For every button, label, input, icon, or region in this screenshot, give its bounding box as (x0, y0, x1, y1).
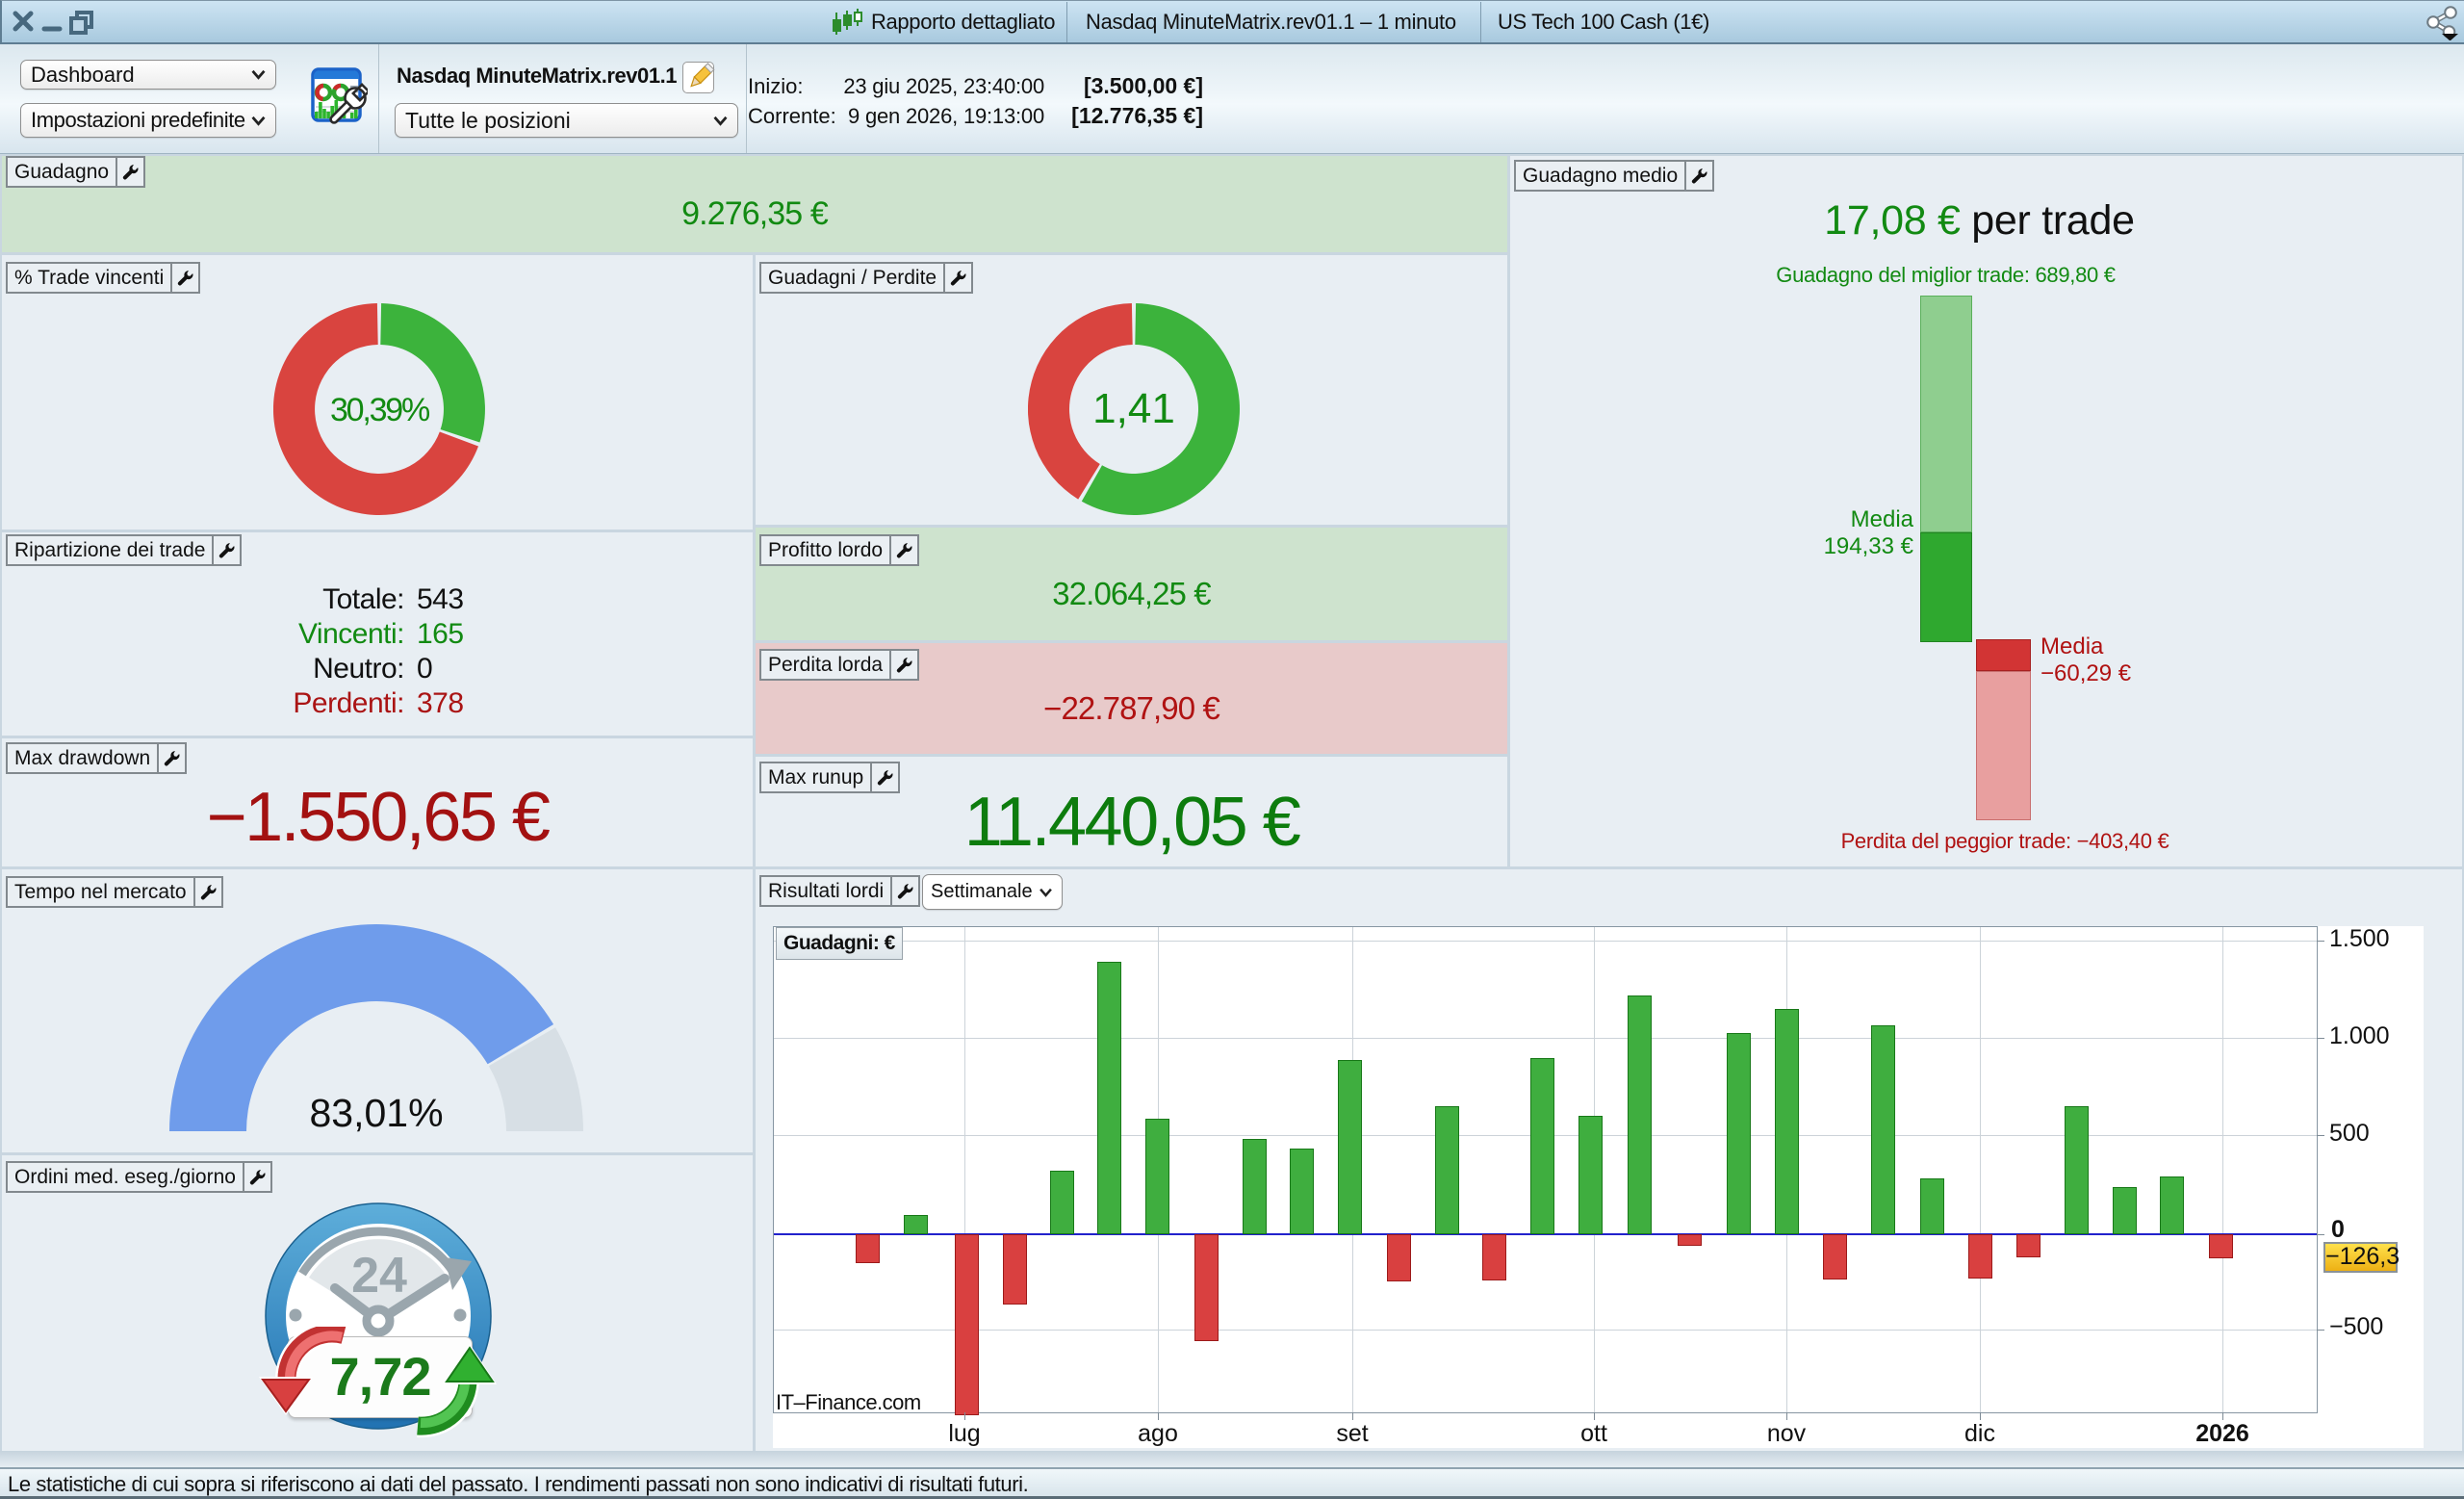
svg-text:24: 24 (351, 1248, 407, 1304)
